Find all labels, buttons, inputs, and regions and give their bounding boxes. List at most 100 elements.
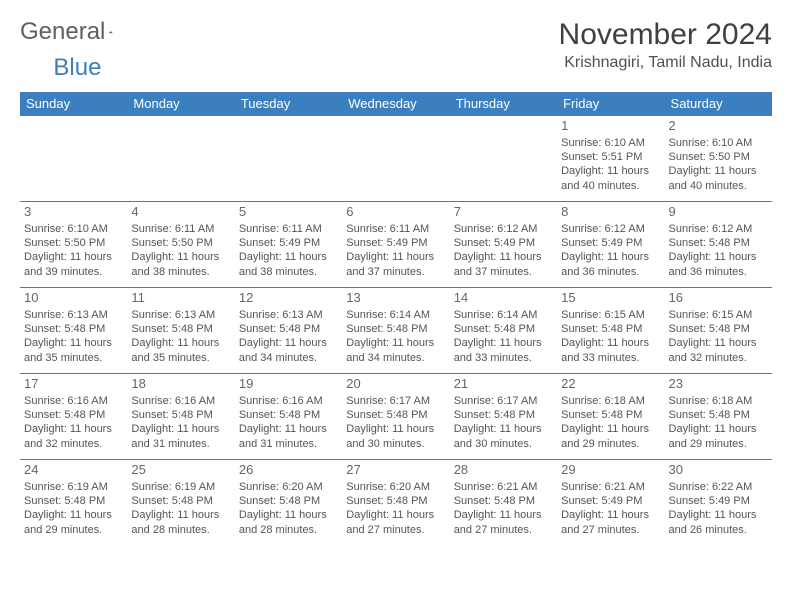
title-block: November 2024 Krishnagiri, Tamil Nadu, I… [559, 18, 772, 72]
calendar-cell: 22Sunrise: 6:18 AMSunset: 5:48 PMDayligh… [557, 374, 664, 460]
daylight-label: Daylight: 11 hours and 35 minutes. [24, 336, 123, 365]
daylight-label: Daylight: 11 hours and 28 minutes. [131, 508, 230, 537]
day-number: 8 [561, 204, 660, 221]
calendar-cell: 7Sunrise: 6:12 AMSunset: 5:49 PMDaylight… [450, 202, 557, 288]
daylight-label: Daylight: 11 hours and 27 minutes. [454, 508, 553, 537]
daylight-label: Daylight: 11 hours and 30 minutes. [346, 422, 445, 451]
sunset-label: Sunset: 5:48 PM [24, 494, 123, 508]
sunrise-label: Sunrise: 6:15 AM [561, 308, 660, 322]
sunrise-label: Sunrise: 6:16 AM [131, 394, 230, 408]
day-number: 4 [131, 204, 230, 221]
brand-part2: Blue [53, 54, 101, 82]
day-number: 14 [454, 290, 553, 307]
calendar-cell: 9Sunrise: 6:12 AMSunset: 5:48 PMDaylight… [665, 202, 772, 288]
daylight-label: Daylight: 11 hours and 26 minutes. [669, 508, 768, 537]
day-number: 9 [669, 204, 768, 221]
brand-part1: General [20, 18, 105, 46]
day-number: 1 [561, 118, 660, 135]
day-number: 7 [454, 204, 553, 221]
daylight-label: Daylight: 11 hours and 40 minutes. [669, 164, 768, 193]
day-header: Wednesday [342, 92, 449, 116]
day-number: 6 [346, 204, 445, 221]
day-number: 10 [24, 290, 123, 307]
daylight-label: Daylight: 11 hours and 39 minutes. [24, 250, 123, 279]
sunset-label: Sunset: 5:48 PM [669, 408, 768, 422]
calendar-cell [127, 116, 234, 202]
sunrise-label: Sunrise: 6:12 AM [454, 222, 553, 236]
calendar-cell: 26Sunrise: 6:20 AMSunset: 5:48 PMDayligh… [235, 460, 342, 546]
daylight-label: Daylight: 11 hours and 30 minutes. [454, 422, 553, 451]
day-number: 15 [561, 290, 660, 307]
sunrise-label: Sunrise: 6:14 AM [454, 308, 553, 322]
day-number: 5 [239, 204, 338, 221]
sunset-label: Sunset: 5:48 PM [131, 322, 230, 336]
sunrise-label: Sunrise: 6:20 AM [239, 480, 338, 494]
sunrise-label: Sunrise: 6:14 AM [346, 308, 445, 322]
day-number: 30 [669, 462, 768, 479]
day-number: 26 [239, 462, 338, 479]
calendar-cell: 13Sunrise: 6:14 AMSunset: 5:48 PMDayligh… [342, 288, 449, 374]
day-number: 17 [24, 376, 123, 393]
calendar-cell: 6Sunrise: 6:11 AMSunset: 5:49 PMDaylight… [342, 202, 449, 288]
sunset-label: Sunset: 5:49 PM [346, 236, 445, 250]
calendar-cell [450, 116, 557, 202]
sunset-label: Sunset: 5:49 PM [561, 236, 660, 250]
calendar-cell: 14Sunrise: 6:14 AMSunset: 5:48 PMDayligh… [450, 288, 557, 374]
sunrise-label: Sunrise: 6:11 AM [131, 222, 230, 236]
calendar-cell: 3Sunrise: 6:10 AMSunset: 5:50 PMDaylight… [20, 202, 127, 288]
sunrise-label: Sunrise: 6:21 AM [454, 480, 553, 494]
calendar-body: 1Sunrise: 6:10 AMSunset: 5:51 PMDaylight… [20, 116, 772, 546]
sunset-label: Sunset: 5:48 PM [24, 408, 123, 422]
calendar-cell: 2Sunrise: 6:10 AMSunset: 5:50 PMDaylight… [665, 116, 772, 202]
daylight-label: Daylight: 11 hours and 36 minutes. [561, 250, 660, 279]
calendar-cell: 21Sunrise: 6:17 AMSunset: 5:48 PMDayligh… [450, 374, 557, 460]
sunrise-label: Sunrise: 6:11 AM [346, 222, 445, 236]
sunset-label: Sunset: 5:48 PM [131, 408, 230, 422]
calendar-cell: 27Sunrise: 6:20 AMSunset: 5:48 PMDayligh… [342, 460, 449, 546]
sunset-label: Sunset: 5:48 PM [346, 494, 445, 508]
sunrise-label: Sunrise: 6:10 AM [561, 136, 660, 150]
sunset-label: Sunset: 5:50 PM [669, 150, 768, 164]
daylight-label: Daylight: 11 hours and 37 minutes. [454, 250, 553, 279]
day-header: Tuesday [235, 92, 342, 116]
sunset-label: Sunset: 5:48 PM [346, 408, 445, 422]
day-number: 3 [24, 204, 123, 221]
sunrise-label: Sunrise: 6:13 AM [24, 308, 123, 322]
calendar-cell: 10Sunrise: 6:13 AMSunset: 5:48 PMDayligh… [20, 288, 127, 374]
sunrise-label: Sunrise: 6:19 AM [131, 480, 230, 494]
calendar-cell: 20Sunrise: 6:17 AMSunset: 5:48 PMDayligh… [342, 374, 449, 460]
location-label: Krishnagiri, Tamil Nadu, India [559, 54, 772, 72]
triangle-icon [109, 23, 113, 41]
sunrise-label: Sunrise: 6:16 AM [24, 394, 123, 408]
calendar-cell [20, 116, 127, 202]
sunrise-label: Sunrise: 6:18 AM [561, 394, 660, 408]
sunrise-label: Sunrise: 6:10 AM [24, 222, 123, 236]
daylight-label: Daylight: 11 hours and 40 minutes. [561, 164, 660, 193]
sunset-label: Sunset: 5:48 PM [24, 322, 123, 336]
calendar-cell: 17Sunrise: 6:16 AMSunset: 5:48 PMDayligh… [20, 374, 127, 460]
day-number: 23 [669, 376, 768, 393]
daylight-label: Daylight: 11 hours and 34 minutes. [239, 336, 338, 365]
calendar-cell: 24Sunrise: 6:19 AMSunset: 5:48 PMDayligh… [20, 460, 127, 546]
sunrise-label: Sunrise: 6:13 AM [131, 308, 230, 322]
calendar-table: Sunday Monday Tuesday Wednesday Thursday… [20, 92, 772, 546]
sunrise-label: Sunrise: 6:21 AM [561, 480, 660, 494]
calendar-cell: 12Sunrise: 6:13 AMSunset: 5:48 PMDayligh… [235, 288, 342, 374]
daylight-label: Daylight: 11 hours and 36 minutes. [669, 250, 768, 279]
brand-logo: General [20, 18, 133, 46]
calendar-cell: 19Sunrise: 6:16 AMSunset: 5:48 PMDayligh… [235, 374, 342, 460]
daylight-label: Daylight: 11 hours and 28 minutes. [239, 508, 338, 537]
sunrise-label: Sunrise: 6:18 AM [669, 394, 768, 408]
day-number: 13 [346, 290, 445, 307]
sunset-label: Sunset: 5:48 PM [561, 322, 660, 336]
sunrise-label: Sunrise: 6:20 AM [346, 480, 445, 494]
day-number: 16 [669, 290, 768, 307]
day-number: 27 [346, 462, 445, 479]
sunrise-label: Sunrise: 6:11 AM [239, 222, 338, 236]
sunset-label: Sunset: 5:49 PM [454, 236, 553, 250]
daylight-label: Daylight: 11 hours and 38 minutes. [239, 250, 338, 279]
day-header: Thursday [450, 92, 557, 116]
calendar-cell: 23Sunrise: 6:18 AMSunset: 5:48 PMDayligh… [665, 374, 772, 460]
day-number: 24 [24, 462, 123, 479]
day-number: 22 [561, 376, 660, 393]
